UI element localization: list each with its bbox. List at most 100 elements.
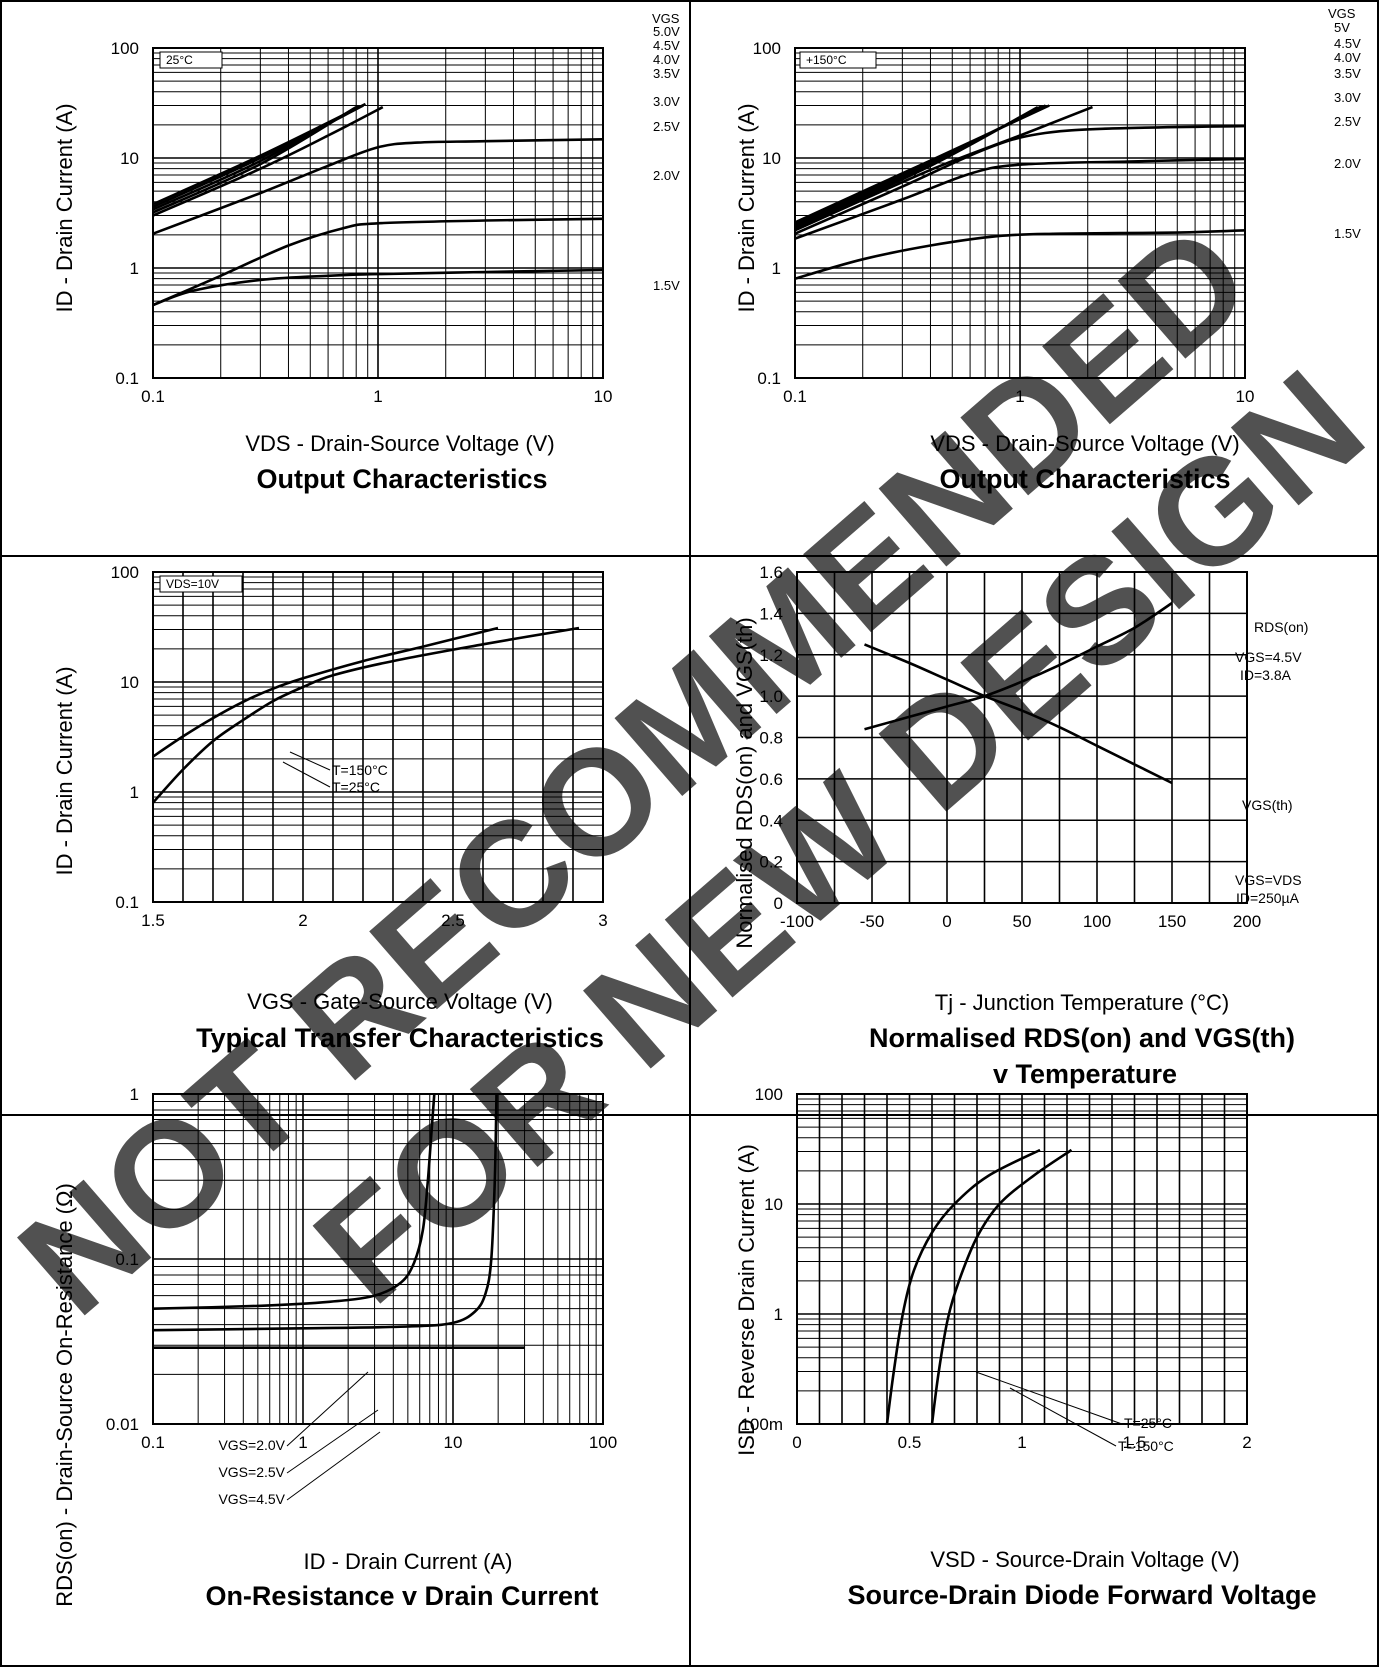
series-label: 2.5V xyxy=(1334,114,1361,129)
series-curve xyxy=(152,102,367,206)
x-tick-label: 2.5 xyxy=(441,911,465,930)
plot-note: 25°C xyxy=(166,53,193,67)
series-curve xyxy=(885,1148,1041,1425)
chart-title: Normalised RDS(on) and VGS(th) xyxy=(869,1023,1295,1053)
plot-annotations xyxy=(975,1371,1123,1447)
series-label: 1.5V xyxy=(653,278,680,293)
series-curve xyxy=(930,1148,1073,1425)
series-label: VGS=2.0V xyxy=(218,1437,285,1453)
leader-line xyxy=(289,751,331,771)
plot-frame xyxy=(152,571,604,903)
note-box xyxy=(159,51,223,69)
series-curve xyxy=(152,105,357,214)
y-axis-title: ISD - Reverse Drain Current (A) xyxy=(734,1144,759,1456)
chart-diode: 0 0.5 1 1.5 2 100m 1 10 100 T=25°C T=150°C VSD - … xyxy=(734,1085,1317,1610)
x-tick-label: 10 xyxy=(1236,387,1255,406)
series-curve xyxy=(794,105,1039,230)
series-label: T=150°C xyxy=(332,762,388,778)
x-tick-label: 1 xyxy=(373,387,382,406)
series-label: 3.0V xyxy=(653,94,680,109)
y-tick-label: 0.2 xyxy=(759,853,783,872)
series-curve xyxy=(152,105,384,217)
note-box xyxy=(159,575,243,593)
plot-annotations: +150°C xyxy=(799,51,877,69)
leader-line xyxy=(286,1409,379,1474)
chart-output-25c: 0.1 1 10 0.1 1 10 100 25°C VGS 5.0V4.5V4.0V3.5… xyxy=(52,11,680,494)
x-tick-label: 150 xyxy=(1158,912,1186,931)
y-axis-title: ID - Drain Current (A) xyxy=(52,666,77,875)
chart-temperature: -100 -50 0 50 100 150 200 0 0.2 0.4 0.6 0.8 1.0 1.2 1.… xyxy=(732,563,1308,1089)
chart-output-150c: 0.1 1 10 0.1 1 10 100 +150°C VGS 5V4.5V4.0V3.5… xyxy=(734,6,1361,494)
plot-curves xyxy=(152,1093,525,1350)
y-tick-label: 100 xyxy=(111,563,139,582)
series-label: VGS(th) xyxy=(1242,797,1293,813)
x-axis-title: ID - Drain Current (A) xyxy=(303,1549,512,1574)
series-curve xyxy=(152,1093,498,1332)
series-curve xyxy=(794,124,1246,235)
series-curve xyxy=(152,626,580,804)
series-label: T=25°C xyxy=(332,779,380,795)
y-tick-label: 10 xyxy=(120,673,139,692)
leader-line xyxy=(286,1371,369,1447)
plot-note: ID=250µA xyxy=(1236,890,1300,906)
y-tick-label: 1 xyxy=(130,259,139,278)
series-labels: 5.0V4.5V4.0V3.5V 3.0V 2.5V 2.0V 1.5V xyxy=(653,24,680,293)
leader-line xyxy=(286,1431,381,1501)
plot-note: VDS=10V xyxy=(166,577,219,591)
plot-note: +150°C xyxy=(806,53,847,67)
plot-annotations: 25°C xyxy=(159,51,223,69)
note-box xyxy=(799,51,877,69)
x-tick-label: 50 xyxy=(1013,912,1032,931)
chart-title: Output Characteristics xyxy=(939,464,1230,494)
tick-labels: 0 0.5 1 1.5 2 100m 1 10 100 xyxy=(740,1085,1251,1452)
x-tick-label: 1 xyxy=(1015,387,1024,406)
plot-curves xyxy=(885,1148,1073,1425)
plot-annotations: VDS=10V xyxy=(159,575,331,788)
y-axis-title: RDS(on) - Drain-Source On-Resistance (Ω) xyxy=(52,1183,77,1607)
series-curve xyxy=(152,268,604,307)
x-tick-label: 0.1 xyxy=(141,387,165,406)
y-tick-label: 1.2 xyxy=(759,646,783,665)
series-label: 3.5V xyxy=(1334,66,1361,81)
x-axis-title: VDS - Drain-Source Voltage (V) xyxy=(245,431,554,456)
y-axis-title: ID - Drain Current (A) xyxy=(734,103,759,312)
x-axis-title: VSD - Source-Drain Voltage (V) xyxy=(930,1547,1239,1572)
series-label: T=150°C xyxy=(1118,1438,1174,1454)
series-label: VGS=4.5V xyxy=(218,1491,285,1507)
series-label: 4.0V xyxy=(1334,50,1361,65)
y-axis-title: ID - Drain Current (A) xyxy=(52,103,77,312)
x-tick-label: 0 xyxy=(942,912,951,931)
plot-note: ID=3.8A xyxy=(1240,667,1292,683)
x-tick-label: 100 xyxy=(589,1433,617,1452)
series-label: 4.5V xyxy=(1334,36,1361,51)
y-tick-label: 0.01 xyxy=(106,1415,139,1434)
x-tick-label: 0 xyxy=(792,1433,801,1452)
x-tick-label: 3 xyxy=(598,911,607,930)
chart-subtitle: v Temperature xyxy=(993,1059,1177,1089)
series-label: 2.5V xyxy=(653,119,680,134)
plot-curves xyxy=(152,102,604,307)
leader-line xyxy=(282,761,331,788)
x-tick-label: -100 xyxy=(780,912,814,931)
leader-line xyxy=(975,1371,1123,1425)
y-tick-label: 1.6 xyxy=(759,563,783,582)
y-tick-label: 100 xyxy=(753,39,781,58)
chart-title: On-Resistance v Drain Current xyxy=(205,1581,598,1611)
series-curve xyxy=(864,643,1173,785)
plot-note: VGS=VDS xyxy=(1235,872,1302,888)
series-label: 3.5V xyxy=(653,66,680,81)
legend-header: VGS xyxy=(652,11,680,26)
series-label: 5V xyxy=(1334,20,1350,35)
series-label: 5.0V xyxy=(653,24,680,39)
series-curve xyxy=(152,217,604,307)
series-labels: T=25°C T=150°C xyxy=(1118,1415,1174,1454)
plot-grid xyxy=(152,47,604,379)
chart-title: Typical Transfer Characteristics xyxy=(196,1023,604,1053)
y-tick-label: 1.0 xyxy=(759,687,783,706)
leader-line xyxy=(1009,1387,1117,1447)
x-tick-label: 0.1 xyxy=(141,1433,165,1452)
series-curve xyxy=(794,157,1246,240)
